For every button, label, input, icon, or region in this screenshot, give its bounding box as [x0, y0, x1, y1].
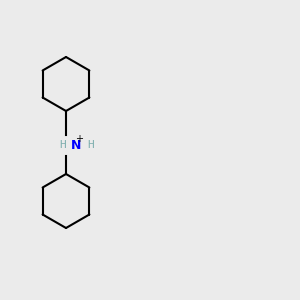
- Text: H: H: [87, 140, 94, 151]
- Text: +: +: [76, 134, 83, 145]
- Text: N: N: [71, 139, 82, 152]
- Text: H: H: [59, 140, 66, 151]
